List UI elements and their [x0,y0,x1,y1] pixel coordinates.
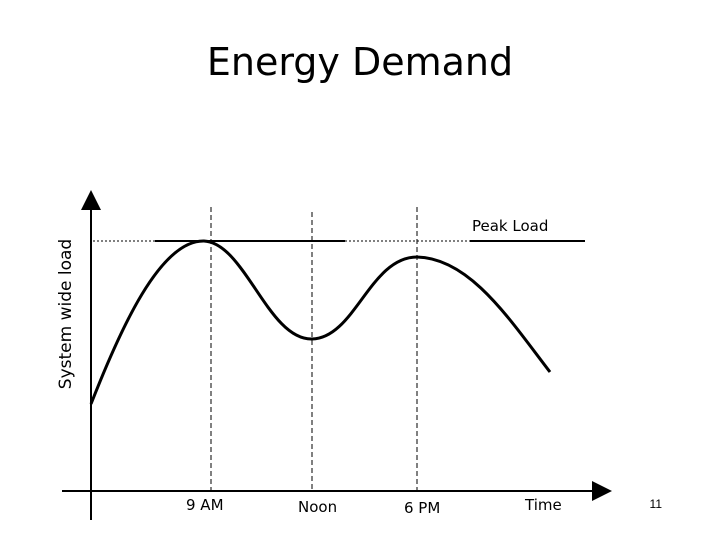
peak-load-label: Peak Load [472,217,549,235]
time-marker-noon: Noon [298,498,338,516]
time-marker-6pm: 6 PM [404,499,441,517]
slide-number: 11 [649,497,662,511]
x-axis-label: Time [525,496,562,514]
time-marker-9am: 9 AM [186,496,224,514]
demand-curve [89,239,552,405]
slide-title: Energy Demand [206,40,514,84]
